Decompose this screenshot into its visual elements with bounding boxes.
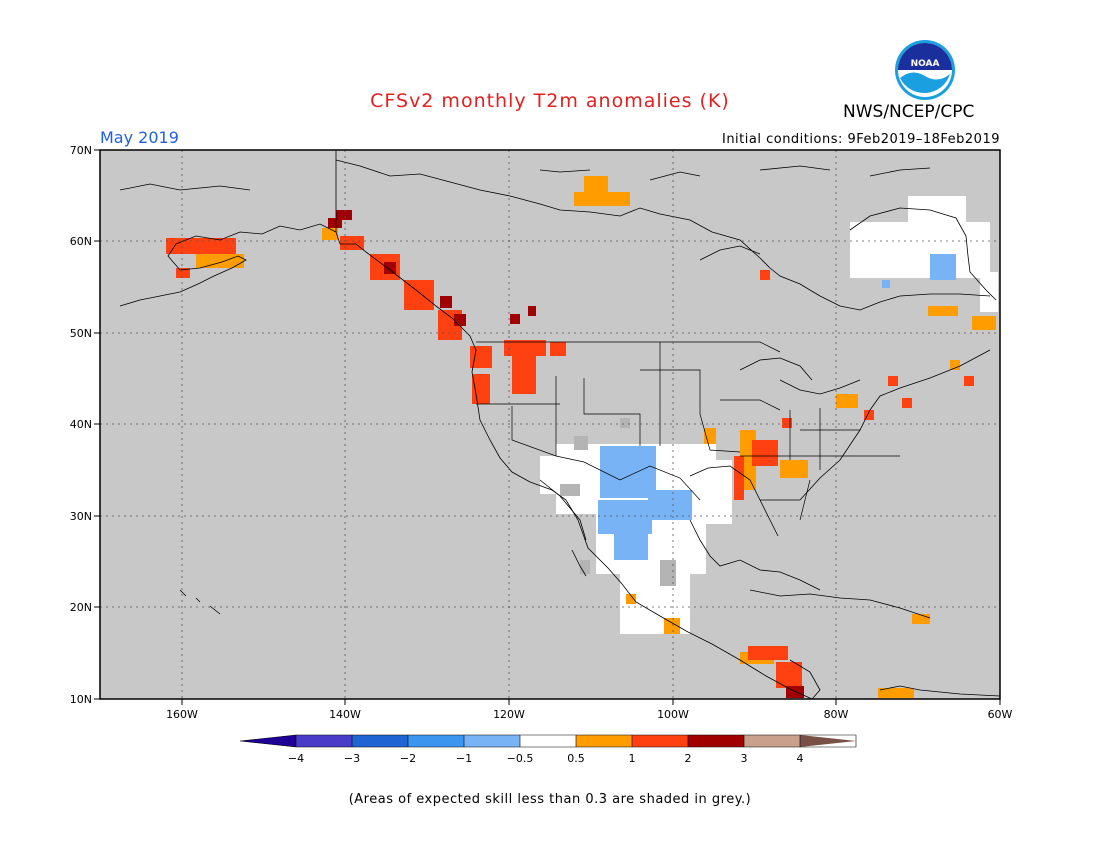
noaa-logo: NOAA bbox=[895, 40, 955, 100]
colorbar-label: −4 bbox=[288, 752, 304, 765]
lat-label-50n: 50N bbox=[70, 327, 92, 340]
coastlines bbox=[119, 150, 1001, 700]
lon-label-160w: 160W bbox=[166, 708, 198, 721]
colorbar-label: 4 bbox=[797, 752, 804, 765]
agency-label: NWS/NCEP/CPC bbox=[843, 102, 975, 122]
noaa-logo-text: NOAA bbox=[911, 59, 940, 69]
lon-label-120w: 120W bbox=[493, 708, 525, 721]
colorbar-segment bbox=[464, 735, 520, 747]
colorbar-segment bbox=[520, 735, 576, 747]
initial-conditions: Initial conditions: 9Feb2019–18Feb2019 bbox=[721, 132, 1000, 147]
colorbar-label: −2 bbox=[400, 752, 416, 765]
colorbar-high-arrow bbox=[800, 735, 856, 747]
political-borders bbox=[476, 341, 900, 521]
cold-anomaly-region bbox=[598, 254, 956, 560]
colorbar-segment bbox=[744, 735, 800, 747]
colorbar-label: −3 bbox=[344, 752, 360, 765]
colorbar-label: −0.5 bbox=[507, 752, 534, 765]
forecast-month: May 2019 bbox=[100, 128, 179, 147]
low-skill-patches bbox=[560, 418, 676, 586]
colorbar-segment bbox=[408, 735, 464, 747]
map-panel: 70N 60N 50N 40N 30N 20N 10N 160W 140W 12… bbox=[70, 144, 1013, 721]
colorbar-segment bbox=[632, 735, 688, 747]
colorbar-segment bbox=[352, 735, 408, 747]
colorbar-segment bbox=[296, 735, 352, 747]
colorbar-label: 2 bbox=[685, 752, 692, 765]
colorbar-label: 0.5 bbox=[567, 752, 585, 765]
colorbar-label: 1 bbox=[629, 752, 636, 765]
lat-label-20n: 20N bbox=[70, 601, 92, 614]
colorbar-legend: −4 −3 −2 −1 −0.5 0.5 1 2 3 4 bbox=[239, 734, 857, 765]
graticule bbox=[100, 150, 1000, 699]
colorbar-label: 3 bbox=[741, 752, 748, 765]
colorbar-label: −1 bbox=[456, 752, 472, 765]
map-title: CFSv2 monthly T2m anomalies (K) bbox=[370, 90, 730, 112]
colorbar-segment bbox=[576, 735, 632, 747]
lat-label-30n: 30N bbox=[70, 510, 92, 523]
lon-label-140w: 140W bbox=[329, 708, 361, 721]
colorbar-segment bbox=[688, 735, 744, 747]
lat-label-10n: 10N bbox=[70, 693, 92, 706]
colorbar-low-arrow bbox=[240, 735, 296, 747]
lat-label-70n: 70N bbox=[70, 144, 92, 157]
lon-label-60w: 60W bbox=[988, 708, 1013, 721]
lon-label-100w: 100W bbox=[657, 708, 689, 721]
lon-label-80w: 80W bbox=[824, 708, 849, 721]
axis-ticks bbox=[94, 149, 1001, 705]
lat-label-40n: 40N bbox=[70, 418, 92, 431]
skill-footnote: (Areas of expected skill less than 0.3 a… bbox=[348, 792, 752, 807]
lat-label-60n: 60N bbox=[70, 235, 92, 248]
